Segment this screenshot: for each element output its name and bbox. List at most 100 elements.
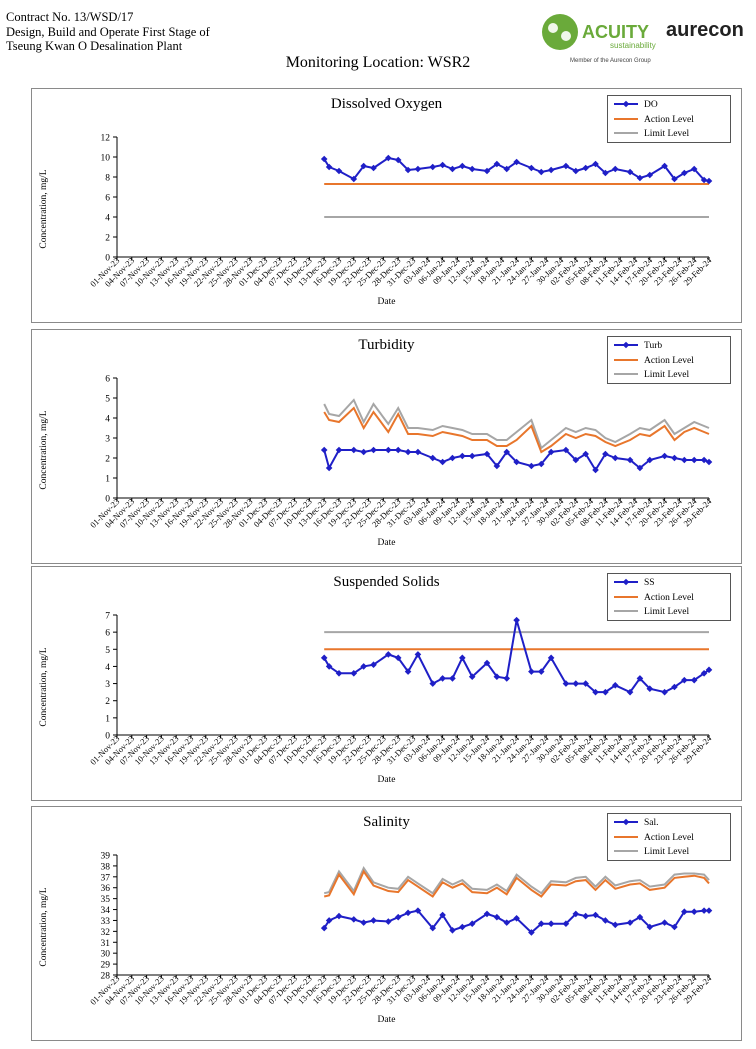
y-tick-label: 33: [101, 917, 111, 927]
data-point: [449, 454, 456, 462]
data-point: [611, 454, 619, 462]
data-point: [671, 175, 678, 183]
y-tick-label: 5: [105, 646, 110, 656]
aurecon-logo-text: aurecon: [666, 19, 744, 41]
data-point: [700, 907, 708, 914]
legend-swatch: [614, 117, 638, 120]
y-tick-label: 29: [101, 961, 111, 971]
data-point: [690, 676, 698, 684]
data-point: [385, 651, 392, 658]
legend-swatch: [614, 835, 638, 838]
legend-swatch: [614, 341, 638, 349]
data-point: [429, 454, 437, 462]
data-point: [320, 446, 328, 454]
data-point: [493, 673, 501, 681]
data-point: [636, 675, 644, 682]
data-point: [582, 912, 589, 920]
data-point: [572, 910, 580, 918]
data-point: [449, 675, 456, 682]
data-point: [503, 448, 511, 456]
data-point: [483, 910, 491, 918]
chart-panel: 0 2 4 6 8 10 12 01-Nov-23 04-Nov-23 07-Nov-23 10-N…: [31, 88, 742, 323]
data-point: [335, 669, 343, 677]
chart-title: Salinity: [363, 814, 410, 830]
data-point: [360, 162, 367, 170]
data-point: [661, 688, 668, 696]
y-tick-label: 3: [105, 435, 110, 445]
data-point: [705, 907, 713, 914]
data-point: [537, 920, 545, 928]
data-point: [562, 446, 570, 454]
legend-item: SS: [614, 576, 730, 591]
chart-title: Suspended Solids: [333, 574, 440, 590]
y-tick-label: 7: [105, 612, 110, 622]
y-tick-label: 2: [105, 697, 110, 707]
legend-item: Sal.: [614, 816, 730, 831]
data-point: [636, 464, 644, 472]
y-tick-label: 34: [101, 906, 111, 916]
x-axis-title: Date: [377, 538, 396, 548]
legend-swatch: [614, 850, 638, 852]
data-point: [350, 669, 358, 677]
legend-item: Action Level: [614, 354, 730, 369]
data-point: [705, 666, 713, 674]
chart-title: Turbidity: [358, 337, 415, 353]
data-point: [439, 161, 446, 169]
chart-plot: 012345601-Nov-2304-Nov-2307-Nov-2310-Nov…: [88, 375, 714, 530]
data-point: [370, 164, 377, 172]
data-point: [404, 166, 412, 174]
data-point: [320, 654, 328, 662]
y-tick-label: 4: [105, 415, 110, 425]
y-tick-label: 37: [101, 873, 111, 883]
data-point: [325, 917, 333, 924]
x-axis-title: Date: [377, 775, 396, 785]
data-point: [429, 924, 437, 932]
legend-label: Sal.: [644, 818, 659, 828]
data-point: [404, 909, 412, 917]
acuity-logo-mark: [542, 14, 578, 50]
data-point: [385, 154, 392, 162]
data-point: [681, 676, 688, 684]
legend-label: SS: [644, 578, 655, 588]
data-point: [671, 923, 678, 931]
data-point: [562, 162, 570, 170]
data-point: [646, 923, 654, 931]
series-line-limit: [323, 398, 710, 450]
data-point: [592, 466, 599, 474]
data-point: [626, 919, 634, 926]
data-point: [661, 919, 668, 926]
data-point: [449, 165, 456, 173]
legend-label: Limit Level: [644, 847, 690, 857]
data-point: [394, 446, 402, 454]
data-point: [537, 668, 545, 675]
y-axis-title: Concentration, mg/L: [39, 647, 49, 727]
project-title-line-1: Design, Build and Operate First Stage of: [6, 24, 210, 39]
data-point: [449, 926, 456, 934]
data-point: [646, 685, 654, 693]
data-point: [528, 929, 535, 936]
data-point: [636, 174, 644, 182]
y-tick-label: 0: [105, 495, 110, 505]
data-point: [700, 669, 708, 677]
legend-label: Action Level: [644, 355, 694, 366]
data-point: [572, 680, 580, 687]
data-point: [429, 163, 437, 171]
series-line-measured: [323, 619, 710, 694]
legend-swatch-marker: [622, 818, 630, 826]
acuity-logo-text: ACUITY: [582, 22, 649, 42]
chart-title: Dissolved Oxygen: [330, 96, 443, 112]
chart-plot: 02468101201-Nov-2304-Nov-2307-Nov-2310-N…: [88, 134, 714, 289]
data-point: [414, 165, 422, 173]
y-tick-label: 36: [101, 884, 111, 894]
data-point: [394, 654, 402, 662]
legend-item: Limit Level: [614, 368, 730, 383]
legend-item: Limit Level: [614, 605, 730, 620]
data-point: [439, 458, 446, 466]
data-point: [468, 452, 476, 460]
data-point: [646, 171, 654, 179]
legend-swatch: [614, 610, 638, 612]
data-point: [661, 162, 668, 170]
legend-swatch: [614, 373, 638, 375]
y-tick-label: 28: [101, 972, 111, 982]
data-point: [350, 446, 358, 454]
